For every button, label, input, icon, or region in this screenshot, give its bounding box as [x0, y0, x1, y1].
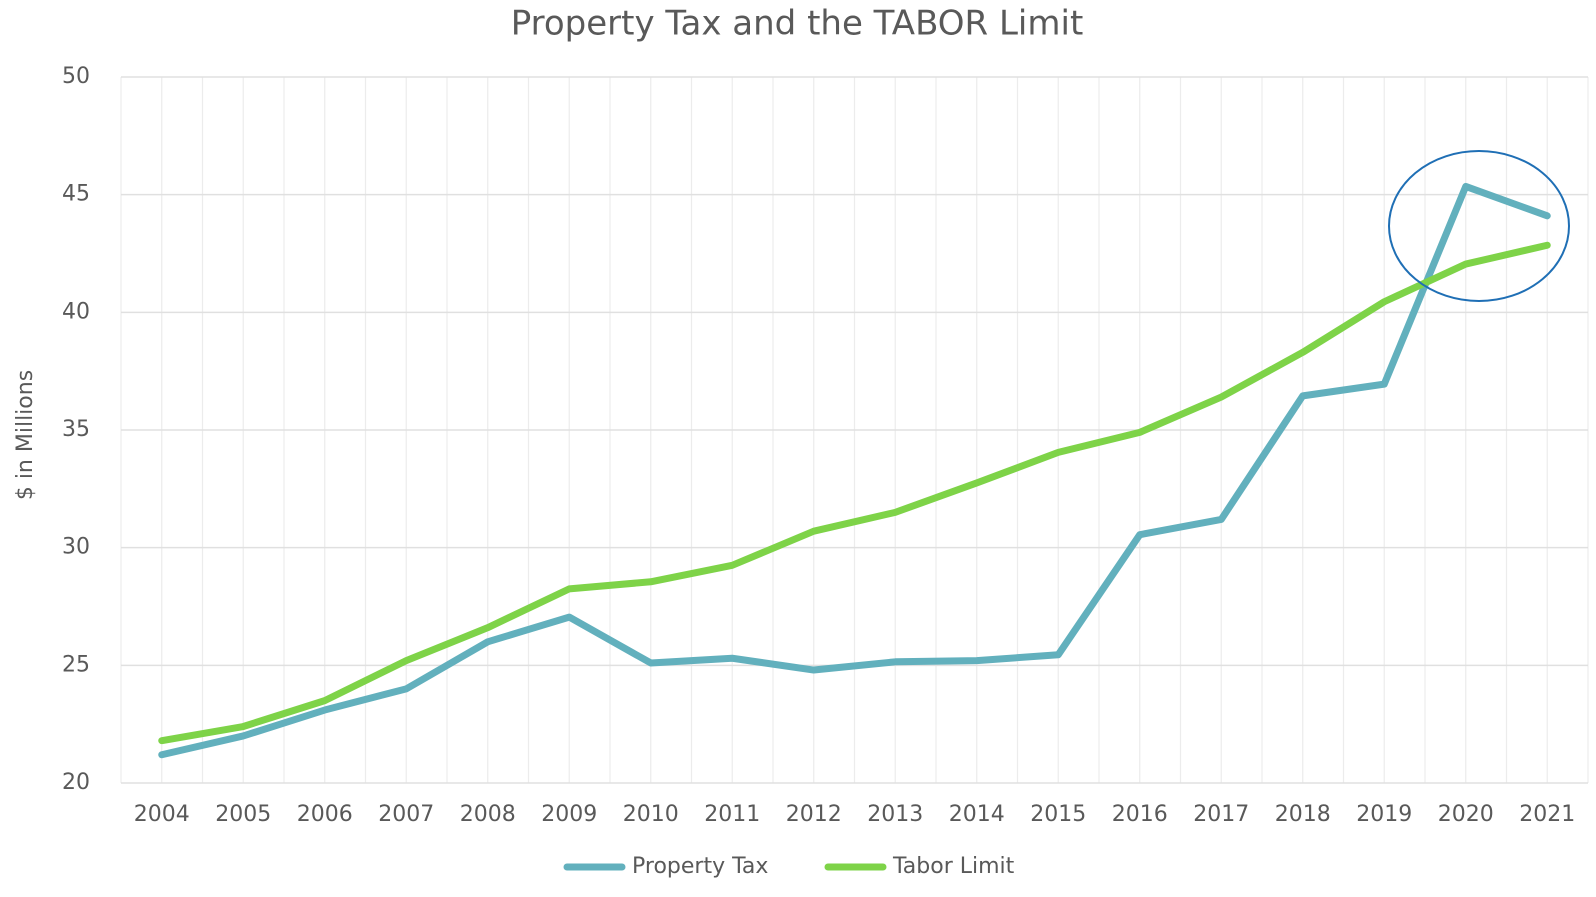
grid	[120, 76, 1589, 784]
x-tick-label: 2006	[297, 802, 353, 827]
y-tick-label: 35	[62, 417, 90, 442]
series-line	[158, 241, 1551, 745]
x-tick-label: 2007	[378, 802, 434, 827]
x-tick-label: 2021	[1519, 802, 1575, 827]
x-tick-label: 2020	[1438, 802, 1494, 827]
x-tick-label: 2019	[1356, 802, 1412, 827]
x-tick-label: 2005	[215, 802, 271, 827]
x-tick-label: 2013	[867, 802, 923, 827]
y-tick-label: 25	[62, 652, 90, 677]
x-tick-label: 2012	[786, 802, 842, 827]
x-tick-label: 2011	[704, 802, 760, 827]
y-tick-label: 40	[62, 299, 90, 324]
x-tick-label: 2016	[1112, 802, 1168, 827]
y-axis-label: $ in Millions	[13, 370, 38, 500]
x-tick-label: 2018	[1275, 802, 1331, 827]
x-tick-label: 2014	[949, 802, 1005, 827]
y-tick-label: 20	[62, 770, 90, 795]
x-tick-label: 2015	[1030, 802, 1086, 827]
series-line	[158, 182, 1551, 759]
x-tick-label: 2009	[541, 802, 597, 827]
lines	[158, 182, 1551, 759]
x-tick-label: 2017	[1193, 802, 1249, 827]
highlight-ellipse	[1388, 150, 1570, 302]
y-tick-label: 50	[62, 64, 90, 89]
chart-title: Property Tax and the TABOR Limit	[511, 4, 1084, 44]
x-tick-label: 2004	[134, 802, 190, 827]
legend-label: Tabor Limit	[892, 854, 1015, 879]
y-tick-label: 30	[62, 535, 90, 560]
legend-label: Property Tax	[632, 854, 768, 879]
y-tick-label: 45	[62, 182, 90, 207]
x-tick-label: 2008	[460, 802, 516, 827]
x-tick-label: 2010	[623, 802, 679, 827]
